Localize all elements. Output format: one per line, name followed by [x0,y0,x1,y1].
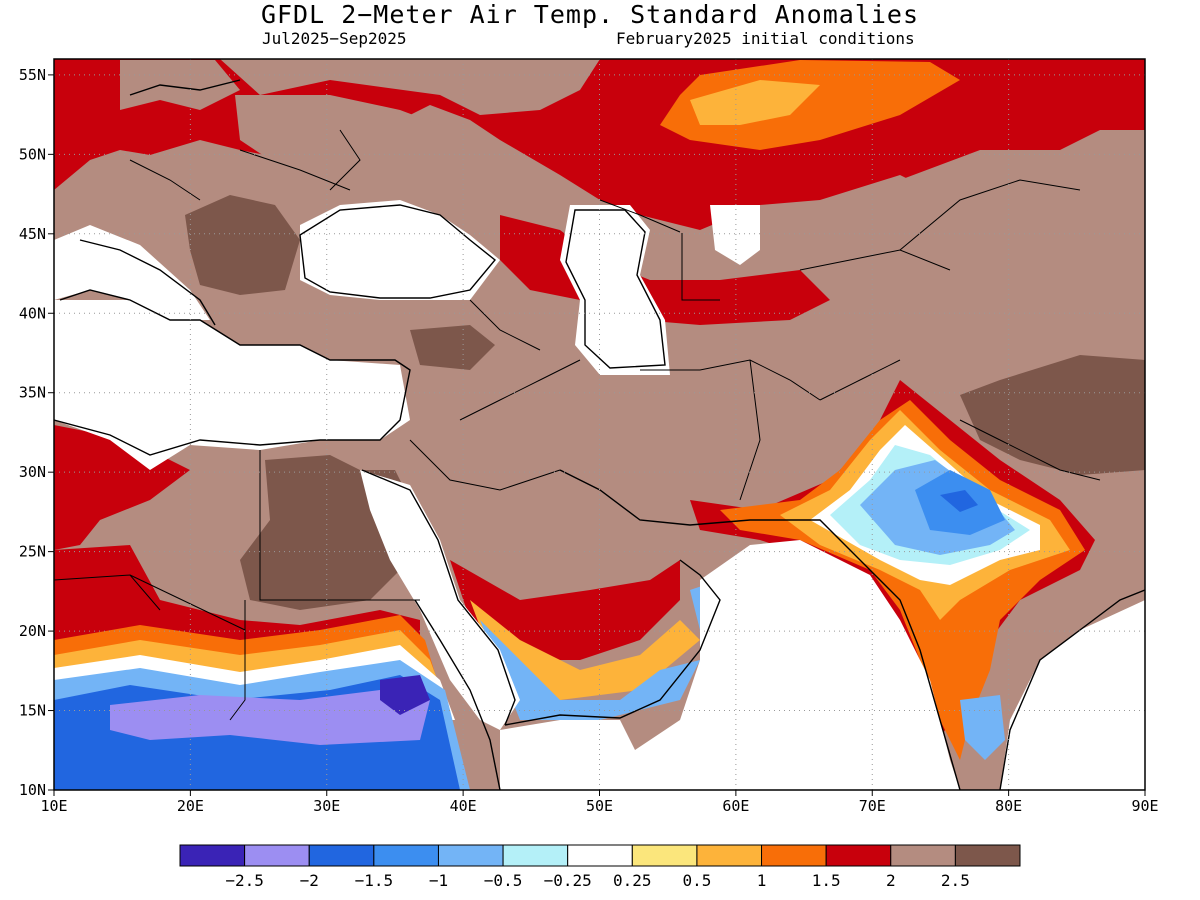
colorbar-label: 1.5 [812,871,841,890]
colorbar-swatch [954,844,1021,867]
colorbar-swatch [567,844,633,867]
field-brown-europe [120,60,240,110]
longitude-ticks: 10E 20E 30E 40E 50E 60E 70E 80E 90E [40,790,1159,815]
colorbar-label: 0.5 [682,871,711,890]
field-dark-turkey [410,325,495,370]
mask-black-sea [300,200,500,300]
colorbar-label: −0.25 [544,871,592,890]
coastlines [54,79,1145,790]
mask-bay-of-bengal [1000,600,1145,790]
colorbar-swatch [631,844,698,867]
colorbar-swatch [890,844,956,867]
colorbar-swatch [761,844,827,867]
colorbar-label: 2 [886,871,896,890]
colorbar [179,844,1021,867]
colorbar-label: −2 [300,871,319,890]
lon-tick-label: 90E [1131,797,1158,815]
colorbar-label: −0.5 [484,871,523,890]
colorbar-label: 2.5 [941,871,970,890]
field-amber-siberia [690,80,820,125]
colorbar-swatch [244,844,310,867]
map-title: GFDL 2−Meter Air Temp. Standard Anomalie… [260,0,920,29]
colorbar-swatch [502,844,569,867]
lat-tick-label: 25N [19,543,46,561]
colorbar-swatch [437,844,504,867]
field-india-core [940,490,978,512]
mask-italy [54,225,210,320]
field-brown-kazakh [900,130,1145,220]
lat-tick-label: 10N [19,781,46,799]
colorbar-label: −1.5 [355,871,394,890]
colorbar-swatch [179,844,246,867]
colorbar-swatch [308,844,375,867]
lat-tick-label: 50N [19,145,46,163]
colorbar-swatch [373,844,439,867]
field-orange-siberia [660,60,960,150]
colorbar-swatch [696,844,763,867]
colorbar-labels: −2.5 −2 −1.5 −1 −0.5 −0.25 0.25 0.5 1 1.5 2 2.5 [225,871,969,890]
lon-tick-label: 60E [722,797,749,815]
lon-tick-label: 20E [177,797,204,815]
colorbar-label: 0.25 [613,871,652,890]
mask-mediterranean [54,300,410,470]
borders [54,129,1101,721]
lat-tick-label: 40N [19,304,46,322]
lon-tick-label: 10E [40,797,67,815]
field-brown-east-europe [235,95,440,165]
lat-tick-label: 30N [19,463,46,481]
mask-gulf-aden [500,720,640,790]
lon-tick-label: 70E [859,797,886,815]
colorbar-label: 1 [757,871,767,890]
gridlines [54,59,1145,790]
lat-tick-label: 55N [19,66,46,84]
lon-tick-label: 50E [586,797,613,815]
field-sahel-violet [110,690,430,745]
field-dark-balkans [185,195,300,295]
lat-tick-label: 45N [19,225,46,243]
mask-arabian-sea [600,540,960,790]
lon-tick-label: 30E [313,797,340,815]
colorbar-label: −1 [429,871,448,890]
mask-red-sea [360,470,520,730]
initial-conditions-subtitle: February2025 initial conditions [616,29,915,48]
lat-tick-label: 15N [19,702,46,720]
lat-tick-label: 20N [19,622,46,640]
field-brown-russia [220,59,600,115]
lon-tick-label: 40E [450,797,477,815]
lat-tick-label: 35N [19,384,46,402]
field-sahel-indigo [380,675,430,715]
period-subtitle: Jul2025−Sep2025 [262,29,407,48]
anomaly-field [54,59,1145,790]
colorbar-label: −2.5 [225,871,264,890]
colorbar-swatch [825,844,892,867]
latitude-ticks: 10N 15N 20N 25N 30N 35N 40N 45N 50N 55N [19,66,54,799]
field-dark-tibet [960,355,1145,475]
field-india-south-blue [960,695,1005,760]
field-arabia-blue [480,620,700,720]
lon-tick-label: 80E [995,797,1022,815]
mask-aral [710,205,760,265]
